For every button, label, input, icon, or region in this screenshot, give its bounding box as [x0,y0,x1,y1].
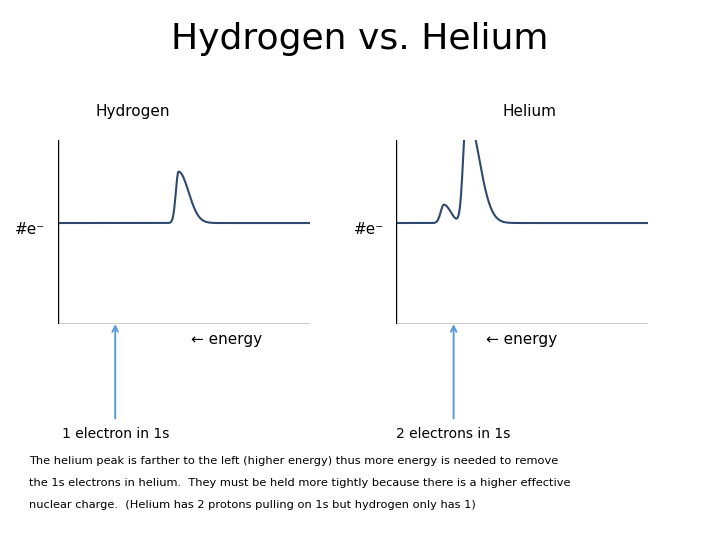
Text: nuclear charge.  (Helium has 2 protons pulling on 1s but hydrogen only has 1): nuclear charge. (Helium has 2 protons pu… [29,500,475,510]
Text: ← energy: ← energy [486,332,557,347]
Text: Hydrogen: Hydrogen [96,104,171,119]
Text: Hydrogen vs. Helium: Hydrogen vs. Helium [171,22,549,56]
Text: #e⁻: #e⁻ [354,222,384,237]
Text: #e⁻: #e⁻ [15,222,45,237]
Text: 2 electrons in 1s: 2 electrons in 1s [397,427,510,441]
Text: 1 electron in 1s: 1 electron in 1s [61,427,169,441]
Text: Helium: Helium [503,104,557,119]
Text: The helium peak is farther to the left (higher energy) thus more energy is neede: The helium peak is farther to the left (… [29,456,558,467]
Text: the 1s electrons in helium.  They must be held more tightly because there is a h: the 1s electrons in helium. They must be… [29,478,570,488]
Text: ← energy: ← energy [191,332,262,347]
